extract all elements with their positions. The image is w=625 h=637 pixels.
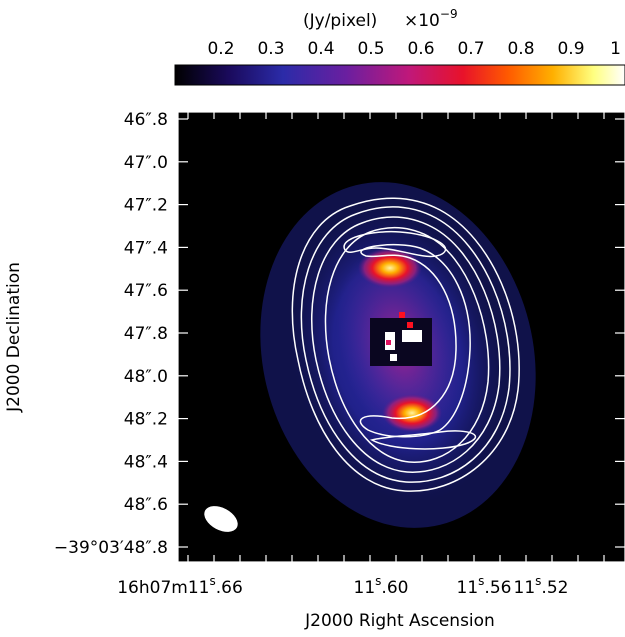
plot-frame xyxy=(177,111,625,563)
x-tick-label: 11s.60 xyxy=(354,574,409,598)
colorbar-tick-labels: 0.2 0.3 0.4 0.5 0.6 0.7 0.8 0.9 1 xyxy=(207,39,621,59)
south-bright-lobe xyxy=(382,394,442,432)
y-tick-label: 48″.6 xyxy=(124,495,168,515)
axis-tick-marks xyxy=(178,112,625,562)
x-tick-label: 16h07m11s.66 xyxy=(117,574,243,598)
x-tick-label: 11s.52 xyxy=(514,574,569,598)
colorbar-tick-label: 0.8 xyxy=(507,39,534,59)
contour xyxy=(300,206,511,483)
colorbar-tick-label: 0.7 xyxy=(457,39,484,59)
central-pixel xyxy=(407,322,413,328)
colorbar: (Jy/pixel) ×10−9 0.2 0.3 0.4 0.5 0.6 0.7 0.8 0.… xyxy=(174,7,625,86)
contours xyxy=(291,197,520,492)
colorbar-multiplier: ×10−9 xyxy=(404,7,458,31)
x-axis-tick-labels: 16h07m11s.66 11s.60 11s.56 11s.52 xyxy=(117,574,568,598)
y-tick-label: 47″.8 xyxy=(124,324,168,344)
image-panel xyxy=(177,111,625,563)
y-axis-tick-labels: 46″.8 47″.0 47″.2 47″.4 47″.6 47″.8 48″.0 48″.2… xyxy=(54,110,168,558)
central-pixel xyxy=(402,330,422,342)
contour xyxy=(369,430,477,450)
colorbar-unit-label: (Jy/pixel) xyxy=(303,11,377,31)
contour xyxy=(310,216,501,473)
y-tick-label: 48″.0 xyxy=(124,367,168,387)
contour xyxy=(291,197,520,492)
central-cavity xyxy=(370,318,432,366)
colorbar-tick-label: 0.5 xyxy=(357,39,384,59)
y-tick-label: 46″.8 xyxy=(124,110,168,130)
y-axis-title: J2000 Declination xyxy=(4,262,24,413)
y-tick-label: −39°03′48″.8 xyxy=(54,538,168,558)
central-pixel xyxy=(386,340,391,345)
central-pixel xyxy=(399,312,405,318)
contour xyxy=(343,230,447,258)
y-tick-label: 47″.2 xyxy=(124,196,168,216)
central-pixel xyxy=(390,354,397,361)
y-tick-label: 48″.4 xyxy=(124,452,168,472)
y-tick-label: 47″.4 xyxy=(124,238,168,258)
colorbar-tick-label: 0.9 xyxy=(557,39,584,59)
y-tick-label: 47″.6 xyxy=(124,281,168,301)
colorbar-tick-label: 0.4 xyxy=(307,39,334,59)
y-tick-label: 48″.2 xyxy=(124,410,168,430)
contour xyxy=(359,243,471,438)
x-axis-title: J2000 Right Ascension xyxy=(304,611,495,631)
beam-ellipse xyxy=(204,506,238,532)
colorbar-gradient xyxy=(174,64,625,86)
colorbar-tick-label: 1 xyxy=(610,39,621,59)
colorbar-exponent: −9 xyxy=(440,7,458,21)
emission-map xyxy=(204,182,536,532)
y-tick-label: 47″.0 xyxy=(124,153,168,173)
colorbar-tick-label: 0.3 xyxy=(257,39,284,59)
colorbar-tick-label: 0.2 xyxy=(207,39,234,59)
x-tick-label: 11s.56 xyxy=(457,574,512,598)
north-bright-lobe xyxy=(358,248,422,288)
colorbar-tick-label: 0.6 xyxy=(407,39,434,59)
